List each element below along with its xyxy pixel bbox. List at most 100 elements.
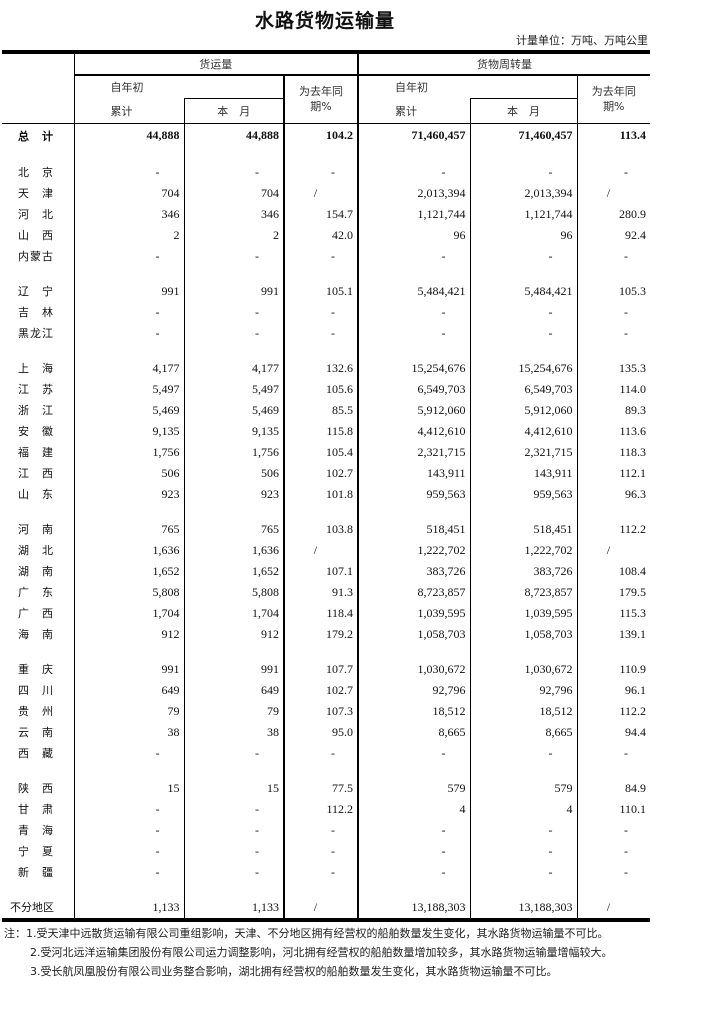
fv-yoy-cell: - xyxy=(282,840,359,862)
fv-cumulative-cell: 4,177 xyxy=(73,357,184,379)
spacer-cell xyxy=(357,147,471,162)
total-row: 总 计 44,888 44,888 104.2 71,460,457 71,460,457… xyxy=(2,123,651,148)
to-yoy-cell: 280.9 xyxy=(576,203,651,225)
table-row: 江 西 506 506 102.7 143,911 143,911 112.1 xyxy=(2,462,651,484)
to-yoy-cell: 108.4 xyxy=(576,560,651,582)
region-label: 不分地区 xyxy=(2,896,74,922)
spacer-cell xyxy=(576,763,651,778)
spacer-cell xyxy=(282,147,359,162)
turnover-header: 货物周转量 xyxy=(357,50,651,76)
to-yoy-cell: - xyxy=(576,861,651,883)
spacer-cell xyxy=(183,504,284,519)
to-month-cell: - xyxy=(469,861,578,883)
to-cumulative-cell: 1,030,672 xyxy=(357,658,471,680)
to-month-cell: 518,451 xyxy=(469,518,578,540)
to-month-cell: 1,030,672 xyxy=(469,658,578,680)
fv-yoy-cell: - xyxy=(282,322,359,344)
fv-month-cell: - xyxy=(183,798,284,820)
to-cumulative-cell: 8,665 xyxy=(357,721,471,743)
to-cumulative-cell: - xyxy=(357,245,471,267)
region-label: 北 京 xyxy=(18,166,54,179)
fv-cumulative-cell: - xyxy=(73,798,184,820)
spacer-cell xyxy=(282,644,359,659)
fv-month-cell: - xyxy=(183,301,284,323)
to-yoy-cell: - xyxy=(576,819,651,841)
to-cumulative-cell: 2,013,394 xyxy=(357,182,471,204)
to-month-cell: 4 xyxy=(469,798,578,820)
fv-cumulative-cell: 5,469 xyxy=(73,399,184,421)
fv-month-cell: 44,888 xyxy=(183,123,284,148)
fv-month-cell: 1,133 xyxy=(183,896,284,922)
to-month-cell: - xyxy=(469,322,578,344)
fv-month-cell: 1,756 xyxy=(183,441,284,463)
spacer-cell xyxy=(357,882,471,897)
to-month-cell: 2,321,715 xyxy=(469,441,578,463)
fv-month-cell: 991 xyxy=(183,658,284,680)
region-label: 江 苏 xyxy=(18,383,54,396)
to-yoy-header: 为去年同 期% xyxy=(576,75,651,123)
fv-ytd-header: 自年初 xyxy=(73,75,284,99)
fv-yoy-cell: 101.8 xyxy=(282,483,359,505)
to-ytd-header: 自年初 xyxy=(357,75,578,99)
fv-month-cell: - xyxy=(183,861,284,883)
table-row: 甘 肃 - -112.2 4 4 110.1 xyxy=(2,798,651,820)
to-yoy-cell: 118.3 xyxy=(576,441,651,463)
spacer-cell xyxy=(469,763,578,778)
region-label: 辽 宁 xyxy=(18,285,54,298)
to-cumulative-header: 累计 xyxy=(357,98,471,123)
spacer-cell xyxy=(576,644,651,659)
spacer-cell xyxy=(282,266,359,281)
to-month-cell: 383,726 xyxy=(469,560,578,582)
fv-yoy-cell: 118.4 xyxy=(282,602,359,624)
fv-cumulative-cell: 923 xyxy=(73,483,184,505)
spacer-cell xyxy=(282,504,359,519)
table-row: 广 东 5,808 5,808 91.3 8,723,857 8,723,857 179.5 xyxy=(2,581,651,603)
region-label: 湖 南 xyxy=(18,565,54,578)
spacer-cell xyxy=(357,343,471,358)
fv-month-cell: - xyxy=(183,245,284,267)
fv-cumulative-cell: 44,888 xyxy=(73,123,184,148)
to-yoy-cell: 114.0 xyxy=(576,378,651,400)
note-1: 注：1.受天津中远散货运输有限公司重组影响，天津、不分地区拥有经营权的船舶数量发… xyxy=(4,927,609,940)
spacer-cell xyxy=(357,644,471,659)
spacer-cell xyxy=(183,763,284,778)
region-label: 广 西 xyxy=(18,607,54,620)
spacer-cell xyxy=(576,343,651,358)
fv-cumulative-cell: 5,808 xyxy=(73,581,184,603)
to-month-cell: - xyxy=(469,742,578,764)
spacer-cell xyxy=(282,343,359,358)
fv-yoy-cell: 132.6 xyxy=(282,357,359,379)
table-row: 安 徽 9,135 9,135 115.8 4,412,610 4,412,610 113.… xyxy=(2,420,651,442)
fv-cumulative-cell: 38 xyxy=(73,721,184,743)
note-2: 2.受河北远洋运输集团股份有限公司运力调整影响，河北拥有经营权的船舶数量增加较多… xyxy=(30,946,613,959)
region-label: 河 南 xyxy=(18,523,54,536)
fv-cumulative-cell: - xyxy=(73,322,184,344)
fv-month-cell: 704 xyxy=(183,182,284,204)
to-yoy-cell: 112.2 xyxy=(576,518,651,540)
region-label: 河 北 xyxy=(18,208,54,221)
fv-month-cell: 1,652 xyxy=(183,560,284,582)
fv-yoy-cell: - xyxy=(282,861,359,883)
fv-cumulative-cell: 1,133 xyxy=(73,896,184,922)
region-label: 福 建 xyxy=(18,446,54,459)
fv-yoy-cell: 95.0 xyxy=(282,721,359,743)
to-month-cell: - xyxy=(469,161,578,183)
to-month-cell: 8,665 xyxy=(469,721,578,743)
table-row: 新 疆------ xyxy=(2,861,651,883)
fv-yoy-cell: - xyxy=(282,742,359,764)
region-label: 四 川 xyxy=(18,684,54,697)
to-month-cell: - xyxy=(469,301,578,323)
spacer-cell xyxy=(357,266,471,281)
spacer-row xyxy=(2,147,651,162)
region-label: 内蒙古 xyxy=(18,250,54,263)
page-title: 水路货物运输量 xyxy=(254,11,395,32)
table-row: 云 南 38 38 95.0 8,665 8,665 94.4 xyxy=(2,721,651,743)
spacer-cell xyxy=(2,267,74,281)
spacer-cell xyxy=(73,343,184,358)
fv-month-cell: 923 xyxy=(183,483,284,505)
fv-yoy-cell: / xyxy=(282,896,359,922)
to-month-cell: 2,013,394 xyxy=(469,182,578,204)
to-cumulative-cell: 5,484,421 xyxy=(357,280,471,302)
fv-yoy-cell: / xyxy=(282,539,359,561)
to-month-cell: 1,058,703 xyxy=(469,623,578,645)
